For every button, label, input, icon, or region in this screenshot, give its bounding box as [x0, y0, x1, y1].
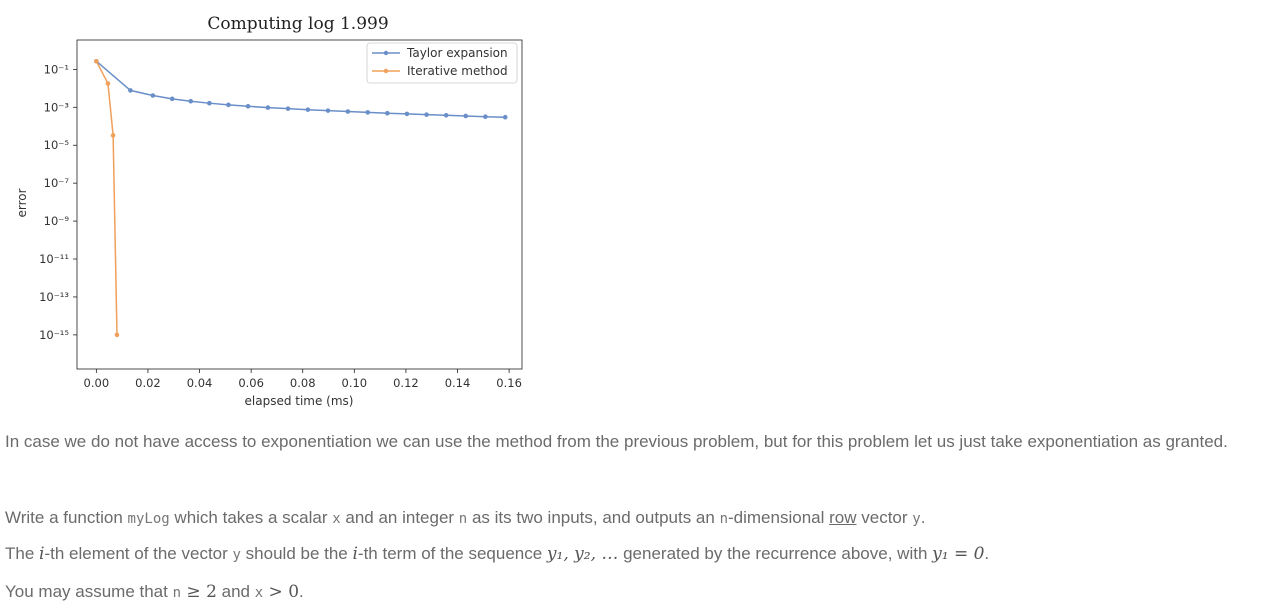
- paragraph-text: In case we do not have access to exponen…: [5, 432, 1228, 451]
- text-run: and an integer: [340, 508, 459, 527]
- chart-title: Computing log 1.999: [207, 14, 388, 34]
- legend-marker-taylor: [383, 50, 389, 56]
- paragraph-exponentiation-note: In case we do not have access to exponen…: [5, 432, 1228, 452]
- data-point-taylor-expansion: [325, 108, 331, 113]
- text-run: should be the: [240, 544, 353, 563]
- data-point-taylor-expansion: [265, 105, 271, 110]
- series-layer: [94, 58, 508, 338]
- text-run: .: [920, 508, 926, 527]
- math-sequence: y₁, y₂, …: [546, 544, 619, 564]
- legend-label-taylor: Taylor expansion: [406, 46, 508, 60]
- legend-box: [366, 42, 518, 84]
- x-tick-label: 0.08: [290, 376, 316, 390]
- y-tick-label: 10⁻⁹: [44, 214, 70, 228]
- x-tick-label: 0.12: [393, 376, 419, 390]
- legend-marker-iterative: [383, 68, 389, 74]
- var-x-code: x: [332, 511, 341, 527]
- data-point-iterative-method: [114, 332, 120, 338]
- x-tick-label: 0.02: [135, 376, 161, 390]
- plot-frame: [76, 39, 523, 370]
- text-run: You may assume that: [5, 582, 173, 601]
- data-point-taylor-expansion: [188, 98, 194, 104]
- data-point-taylor-expansion: [404, 111, 410, 117]
- math-condition-n: ≥ 2: [181, 582, 217, 602]
- data-point-taylor-expansion: [502, 114, 508, 120]
- text-run: generated by the recurrence above, with: [618, 544, 933, 563]
- data-point-taylor-expansion: [463, 113, 469, 119]
- data-point-taylor-expansion: [305, 107, 311, 112]
- chart-canvas: Computing log 1.999 0.00 0.02 0.04 0.06 0.08…: [15, 14, 523, 408]
- data-point-taylor-expansion: [345, 109, 351, 114]
- data-point-taylor-expansion: [365, 110, 371, 115]
- x-tick-label: 0.06: [238, 376, 264, 390]
- data-point-iterative-method: [110, 133, 116, 138]
- text-run: vector: [856, 508, 913, 527]
- function-name-code: myLog: [127, 511, 170, 527]
- math-i: i: [352, 544, 358, 564]
- text-run: .: [984, 544, 990, 563]
- y-axis: 10⁻¹ 10⁻³ 10⁻⁵ 10⁻⁷ 10⁻⁹ 10⁻¹¹ 10⁻¹³ 10⁻¹⁵: [39, 62, 77, 342]
- var-x-code: x: [254, 585, 264, 601]
- chart-legend: Taylor expansion Iterative method: [366, 42, 518, 84]
- text-run: -dimensional: [728, 508, 830, 527]
- data-point-taylor-expansion: [385, 110, 390, 116]
- data-point-taylor-expansion: [226, 102, 231, 108]
- data-point-taylor-expansion: [128, 88, 133, 93]
- text-run: which takes a scalar: [169, 508, 333, 527]
- data-point-taylor-expansion: [443, 112, 449, 118]
- text-run: Write a function: [5, 508, 128, 527]
- math-condition-x: > 0: [263, 582, 300, 602]
- var-n-code: n: [719, 511, 728, 527]
- y-tick-label: 10⁻⁷: [44, 176, 70, 190]
- text-run: and: [216, 582, 255, 601]
- text-run: as its two inputs, and outputs an: [467, 508, 720, 527]
- y-tick-label: 10⁻¹⁵: [39, 328, 69, 342]
- x-axis: 0.00 0.02 0.04 0.06 0.08 0.10 0.12 0.14 0.16: [84, 369, 522, 390]
- legend-label-iterative: Iterative method: [407, 64, 508, 78]
- x-axis-label: elapsed time (ms): [245, 394, 354, 408]
- data-point-taylor-expansion: [424, 112, 429, 117]
- data-point-taylor-expansion: [245, 104, 251, 109]
- x-tick-label: 0.14: [445, 376, 471, 390]
- math-i: i: [39, 544, 45, 564]
- data-point-iterative-method: [94, 58, 99, 64]
- y-tick-label: 10⁻¹: [44, 62, 69, 76]
- data-point-taylor-expansion: [169, 96, 175, 102]
- x-tick-label: 0.10: [342, 376, 368, 390]
- data-point-taylor-expansion: [483, 114, 488, 120]
- paragraph-element-definition: The i-th element of the vector y should …: [5, 544, 989, 564]
- text-run: The: [5, 544, 40, 563]
- var-y-code: y: [232, 547, 241, 563]
- x-tick-label: 0.00: [84, 376, 110, 390]
- y-tick-label: 10⁻¹¹: [39, 252, 69, 266]
- x-tick-label: 0.04: [187, 376, 213, 390]
- var-n-code: n: [172, 585, 182, 601]
- var-n-code: n: [458, 511, 468, 527]
- y-tick-label: 10⁻¹³: [39, 290, 69, 304]
- text-run: -th element of the vector: [44, 544, 233, 563]
- y-tick-label: 10⁻³: [44, 100, 70, 114]
- series-line-iterative-method: [95, 60, 118, 335]
- row-underlined: row: [829, 508, 857, 527]
- data-point-taylor-expansion: [285, 106, 291, 111]
- y-tick-label: 10⁻⁵: [44, 138, 70, 152]
- error-vs-time-chart: Computing log 1.999 0.00 0.02 0.04 0.06 0.08…: [0, 0, 540, 415]
- text-run: .: [299, 582, 304, 601]
- x-tick-label: 0.16: [496, 376, 522, 390]
- var-y-code: y: [912, 511, 921, 527]
- paragraph-assumptions: You may assume that n ≥ 2 and x > 0.: [5, 582, 304, 602]
- paragraph-function-spec: Write a function myLog which takes a sca…: [5, 508, 925, 528]
- data-point-taylor-expansion: [150, 93, 156, 98]
- data-point-iterative-method: [105, 81, 111, 86]
- data-point-taylor-expansion: [207, 100, 212, 106]
- math-initial-condition: y₁ = 0: [932, 544, 985, 564]
- text-run: -th term of the sequence: [357, 544, 547, 563]
- y-axis-label: error: [15, 188, 29, 217]
